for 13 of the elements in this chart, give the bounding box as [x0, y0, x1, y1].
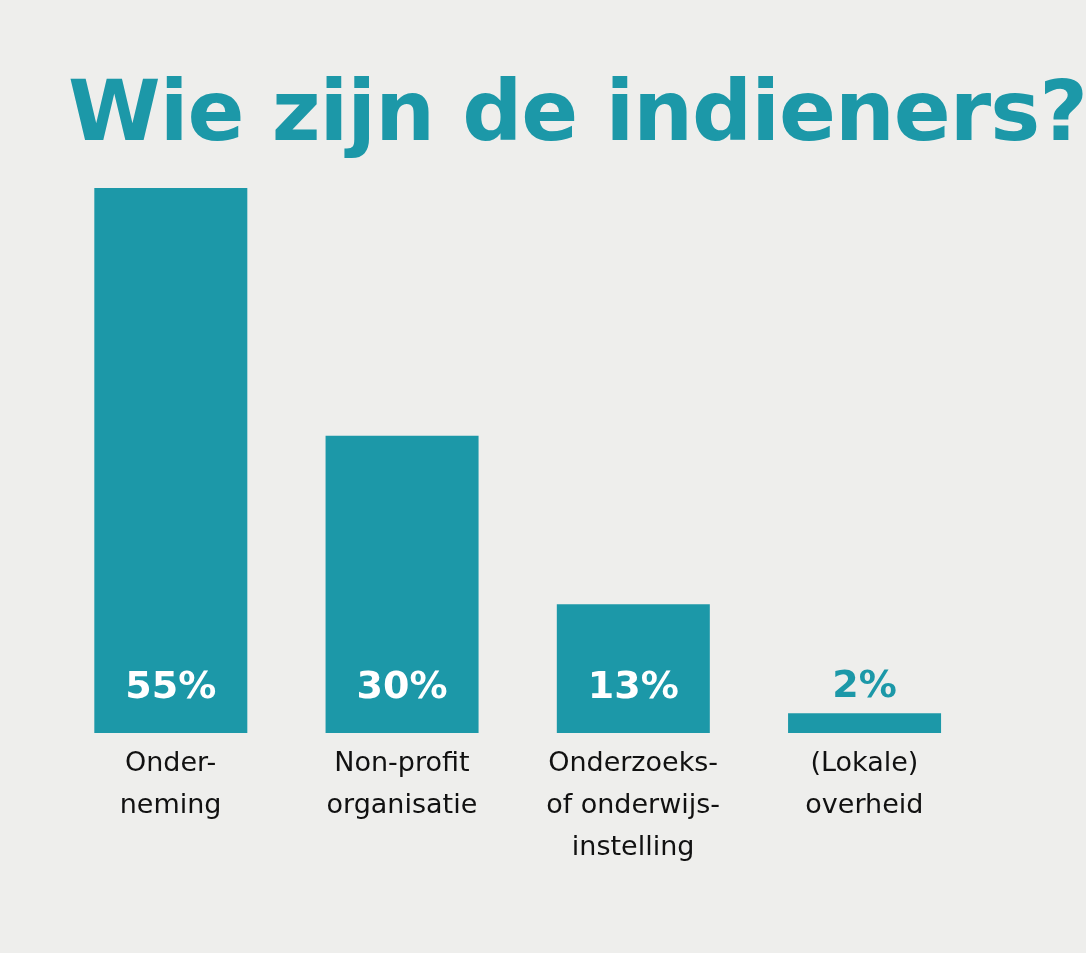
data-label: 30%: [356, 663, 448, 707]
x-tick-label: Non-profit organisatie: [326, 746, 478, 819]
x-tick-label: Onderzoeks- of onderwijs- instelling: [546, 746, 721, 861]
bar: [94, 188, 248, 733]
bar: [788, 713, 942, 733]
bar: [325, 435, 479, 733]
data-label: 2%: [832, 662, 897, 707]
x-tick-label: Onder- neming: [119, 746, 222, 819]
data-label: 55%: [125, 663, 217, 707]
data-label: 13%: [587, 663, 679, 707]
bar: [556, 604, 710, 733]
x-tick-label: (Lokale) overheid: [805, 746, 924, 819]
chart-title: Wie zijn de indieners?: [68, 62, 1086, 160]
